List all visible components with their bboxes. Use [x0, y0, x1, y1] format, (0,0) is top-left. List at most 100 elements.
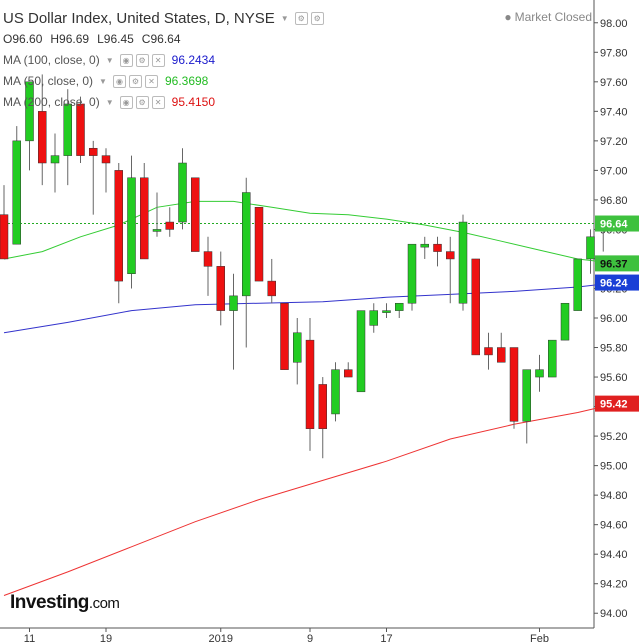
candle-body: [548, 339, 557, 378]
y-tick-label: 97.20: [600, 136, 628, 148]
ma-200-value: 95.4150: [171, 95, 216, 109]
candle-body: [407, 243, 417, 304]
candle-body: [0, 214, 9, 260]
candle-body: [38, 111, 47, 164]
close-label: C: [141, 32, 151, 46]
status-dot-icon: ●: [504, 10, 512, 24]
candle-body: [509, 347, 519, 422]
candle-body: [497, 347, 506, 363]
gear-icon[interactable]: ⚙: [135, 54, 149, 67]
close-icon[interactable]: ✕: [144, 75, 158, 88]
price-label-text: 95.42: [600, 399, 628, 411]
y-tick-label: 97.00: [600, 165, 628, 177]
y-tick-label: 97.60: [600, 77, 628, 89]
investing-logo[interactable]: Investing.com: [10, 592, 120, 614]
logo-domain: .com: [88, 595, 120, 612]
x-tick-label: Feb: [530, 633, 549, 643]
candle-body: [305, 339, 315, 429]
candle-body: [573, 258, 582, 311]
y-tick-label: 94.80: [600, 490, 628, 502]
chevron-down-icon[interactable]: ▼: [280, 14, 289, 23]
y-tick-label: 95.80: [600, 343, 628, 355]
price-label-text: 96.24: [600, 278, 628, 290]
candle-body: [254, 207, 264, 282]
candle-body: [216, 266, 225, 311]
ma-200-label: MA (200, close, 0): [3, 95, 100, 109]
x-tick-label: 9: [307, 633, 313, 643]
candle-body: [280, 302, 289, 370]
y-tick-label: 97.40: [600, 106, 628, 118]
candle-body: [140, 177, 149, 260]
open-label: O: [3, 32, 13, 46]
candle-body: [229, 295, 238, 311]
candle-body: [446, 251, 455, 260]
eye-icon[interactable]: ◉: [119, 96, 133, 109]
y-tick-label: 95.60: [600, 372, 628, 384]
low-label: L: [97, 32, 104, 46]
candle-body: [586, 236, 595, 260]
y-tick-label: 95.00: [600, 461, 628, 473]
chart-legend: US Dollar Index, United States, D, NYSE …: [0, 8, 327, 113]
candle-body: [25, 81, 34, 142]
candle-body: [63, 103, 72, 156]
logo-text: Investing: [10, 592, 89, 613]
close-icon[interactable]: ✕: [151, 54, 165, 67]
chevron-down-icon[interactable]: ▼: [105, 56, 114, 65]
candle-body: [191, 177, 200, 252]
candle-body: [471, 258, 480, 356]
y-tick-label: 94.20: [600, 579, 628, 591]
ma-100-label: MA (100, close, 0): [3, 53, 100, 67]
settings-icon[interactable]: ⚙: [294, 12, 308, 25]
gear-icon[interactable]: ⚙: [310, 12, 324, 25]
gear-icon[interactable]: ⚙: [128, 75, 142, 88]
candle-body: [331, 369, 340, 415]
candle-body: [433, 243, 442, 252]
y-tick-label: 94.40: [600, 549, 628, 561]
high-value: 96.69: [59, 32, 90, 46]
chevron-down-icon[interactable]: ▼: [105, 98, 114, 107]
candle-body: [203, 251, 213, 267]
chevron-down-icon[interactable]: ▼: [99, 77, 107, 86]
ma-200-row: MA (200, close, 0) ▼ ◉ ⚙ ✕ 95.4150: [0, 92, 327, 113]
candle-body: [114, 170, 123, 282]
y-tick-label: 95.20: [600, 431, 628, 443]
gear-icon[interactable]: ⚙: [135, 96, 149, 109]
candle-body: [101, 155, 111, 164]
x-tick-label: 11: [24, 633, 35, 643]
eye-icon[interactable]: ◉: [119, 54, 133, 67]
price-label-box: [595, 255, 639, 272]
chart-title: US Dollar Index, United States, D, NYSE: [3, 10, 275, 27]
candle-body: [178, 162, 187, 223]
x-tick-label: 19: [100, 633, 112, 643]
price-label-box: [595, 215, 639, 232]
price-label-text: 96.64: [600, 219, 628, 231]
candle-body: [152, 229, 162, 232]
candle-body: [356, 310, 366, 393]
candle-body: [344, 369, 353, 378]
y-tick-label: 94.60: [600, 520, 628, 532]
price-label-box: [595, 395, 639, 412]
candle-body: [127, 177, 136, 274]
candle-body: [12, 140, 21, 245]
ohlc-readout: O 96.60 H 96.69 L 96.45 C 96.64: [0, 29, 327, 50]
high-label: H: [50, 32, 60, 46]
y-tick-label: 98.00: [600, 18, 628, 30]
candle-body: [318, 384, 327, 429]
candle-body: [535, 369, 544, 378]
candle-body: [484, 347, 493, 356]
candle-body: [560, 302, 570, 341]
close-icon[interactable]: ✕: [151, 96, 165, 109]
candle-body: [382, 310, 391, 313]
y-tick-label: 97.80: [600, 47, 628, 59]
price-label-text: 96.37: [600, 258, 628, 270]
x-tick-label: 17: [380, 633, 392, 643]
ma-50-row: MA (50, close, 0) ▼ ◉ ⚙ ✕ 96.3698: [0, 71, 327, 92]
eye-icon[interactable]: ◉: [112, 75, 126, 88]
y-tick-label: 94.00: [600, 608, 628, 620]
ma-line-2: [3, 403, 617, 596]
x-tick-label: 2019: [209, 633, 233, 643]
candle-body: [165, 221, 174, 230]
candle-body: [293, 332, 302, 363]
y-tick-label: 96.80: [600, 195, 628, 207]
